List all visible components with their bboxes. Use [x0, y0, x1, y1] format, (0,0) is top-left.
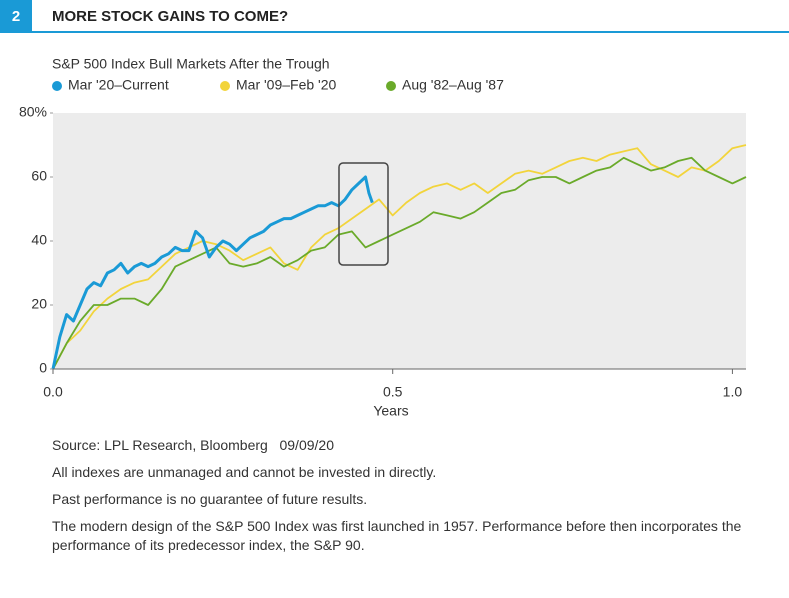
- highlight-box: [338, 162, 389, 266]
- plot: [51, 144, 747, 370]
- note: All indexes are unmanaged and cannot be …: [52, 464, 437, 480]
- legend-marker: [386, 81, 396, 91]
- note: The modern design of the S&P 500 Index w…: [52, 518, 746, 553]
- notes: Source: LPL Research, Bloomberg 09/09/20…: [52, 436, 752, 563]
- legend-marker: [52, 81, 62, 91]
- plot-area: [53, 113, 746, 369]
- legend-marker: [220, 81, 230, 91]
- series-line: [52, 156, 747, 370]
- chart: 2 MORE STOCK GAINS TO COME? S&P 500 Inde…: [0, 0, 789, 419]
- note: Source: LPL Research, Bloomberg 09/09/20: [52, 437, 334, 453]
- legend-label: Mar '20–Current: [68, 77, 169, 93]
- x-tick-label: 0.0: [43, 384, 63, 400]
- figure-label: 2: [12, 8, 20, 25]
- figure-badge: [0, 0, 32, 32]
- legend-label: Mar '09–Feb '20: [236, 77, 337, 93]
- y-tick-label: 40: [31, 232, 47, 248]
- series-line: [52, 144, 747, 370]
- chart-subtitle: S&P 500 Index Bull Markets After the Tro…: [52, 56, 330, 72]
- y-tick-label: 80%: [19, 104, 47, 120]
- legend-label: Aug '82–Aug '87: [402, 77, 504, 93]
- y-tick-label: 0: [39, 360, 47, 376]
- note: Past performance is no guarantee of futu…: [52, 491, 368, 507]
- x-tick-label: 0.5: [383, 384, 403, 400]
- x-axis-label: Years: [373, 403, 408, 419]
- y-tick-label: 60: [31, 168, 47, 184]
- series-line: [51, 175, 374, 370]
- chart-title: MORE STOCK GAINS TO COME?: [52, 8, 288, 25]
- x-tick-label: 1.0: [723, 384, 743, 400]
- y-tick-label: 20: [31, 296, 47, 312]
